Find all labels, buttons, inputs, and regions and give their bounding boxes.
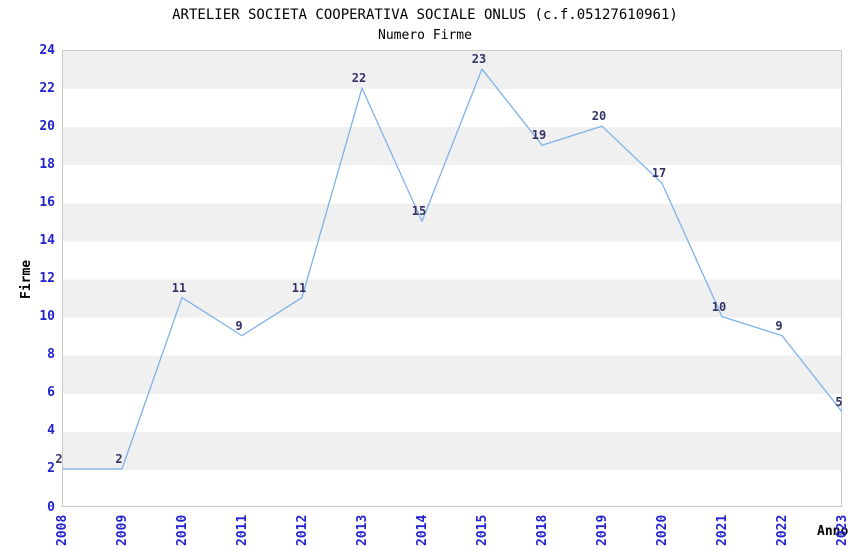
x-tick-label: 2013 <box>354 514 370 546</box>
x-axis-title: Anno <box>817 524 849 539</box>
y-tick-label: 20 <box>39 118 55 134</box>
y-tick-label: 0 <box>47 499 55 515</box>
y-tick-label: 4 <box>47 423 55 439</box>
data-point-label: 10 <box>711 299 727 314</box>
y-tick-label: 8 <box>47 347 55 363</box>
y-tick-label: 6 <box>47 385 55 401</box>
x-tick-label: 2021 <box>714 514 730 546</box>
data-point-label: 17 <box>651 166 667 181</box>
data-point-label: 5 <box>835 394 843 409</box>
x-tick-label: 2018 <box>534 514 550 546</box>
x-tick-label: 2015 <box>474 514 490 546</box>
plot-area <box>62 50 842 507</box>
y-tick-label: 10 <box>39 309 55 325</box>
x-tick-label: 2022 <box>774 514 790 546</box>
data-point-label: 15 <box>411 204 427 219</box>
y-tick-label: 24 <box>39 42 55 58</box>
x-tick-label: 2008 <box>54 514 70 546</box>
y-tick-label: 14 <box>39 232 55 248</box>
data-point-label: 20 <box>591 109 607 124</box>
x-tick-label: 2012 <box>294 514 310 546</box>
chart-title: ARTELIER SOCIETA COOPERATIVA SOCIALE ONL… <box>172 7 678 23</box>
x-tick-label: 2009 <box>114 514 130 546</box>
x-tick-label: 2020 <box>654 514 670 546</box>
x-tick-label: 2014 <box>414 514 430 546</box>
data-point-label: 11 <box>171 280 187 295</box>
data-point-label: 2 <box>115 451 123 466</box>
data-point-label: 19 <box>531 128 547 143</box>
x-tick-label: 2011 <box>234 514 250 546</box>
x-tick-label: 2010 <box>174 514 190 546</box>
chart-subtitle: Numero Firme <box>378 28 472 43</box>
x-tick-label: 2023 <box>834 514 850 546</box>
y-tick-label: 16 <box>39 194 55 210</box>
data-point-label: 23 <box>471 52 487 67</box>
y-tick-label: 12 <box>39 271 55 286</box>
data-point-label: 9 <box>775 318 783 333</box>
trend-line <box>62 68 843 470</box>
data-point-label: 9 <box>235 318 243 333</box>
y-tick-label: 2 <box>47 461 55 477</box>
data-point-label: 22 <box>351 71 367 86</box>
y-tick-label: 22 <box>39 80 55 96</box>
x-tick-label: 2019 <box>594 514 610 546</box>
data-point-label: 2 <box>55 451 63 466</box>
data-point-label: 11 <box>291 280 307 295</box>
y-tick-label: 18 <box>39 156 55 172</box>
